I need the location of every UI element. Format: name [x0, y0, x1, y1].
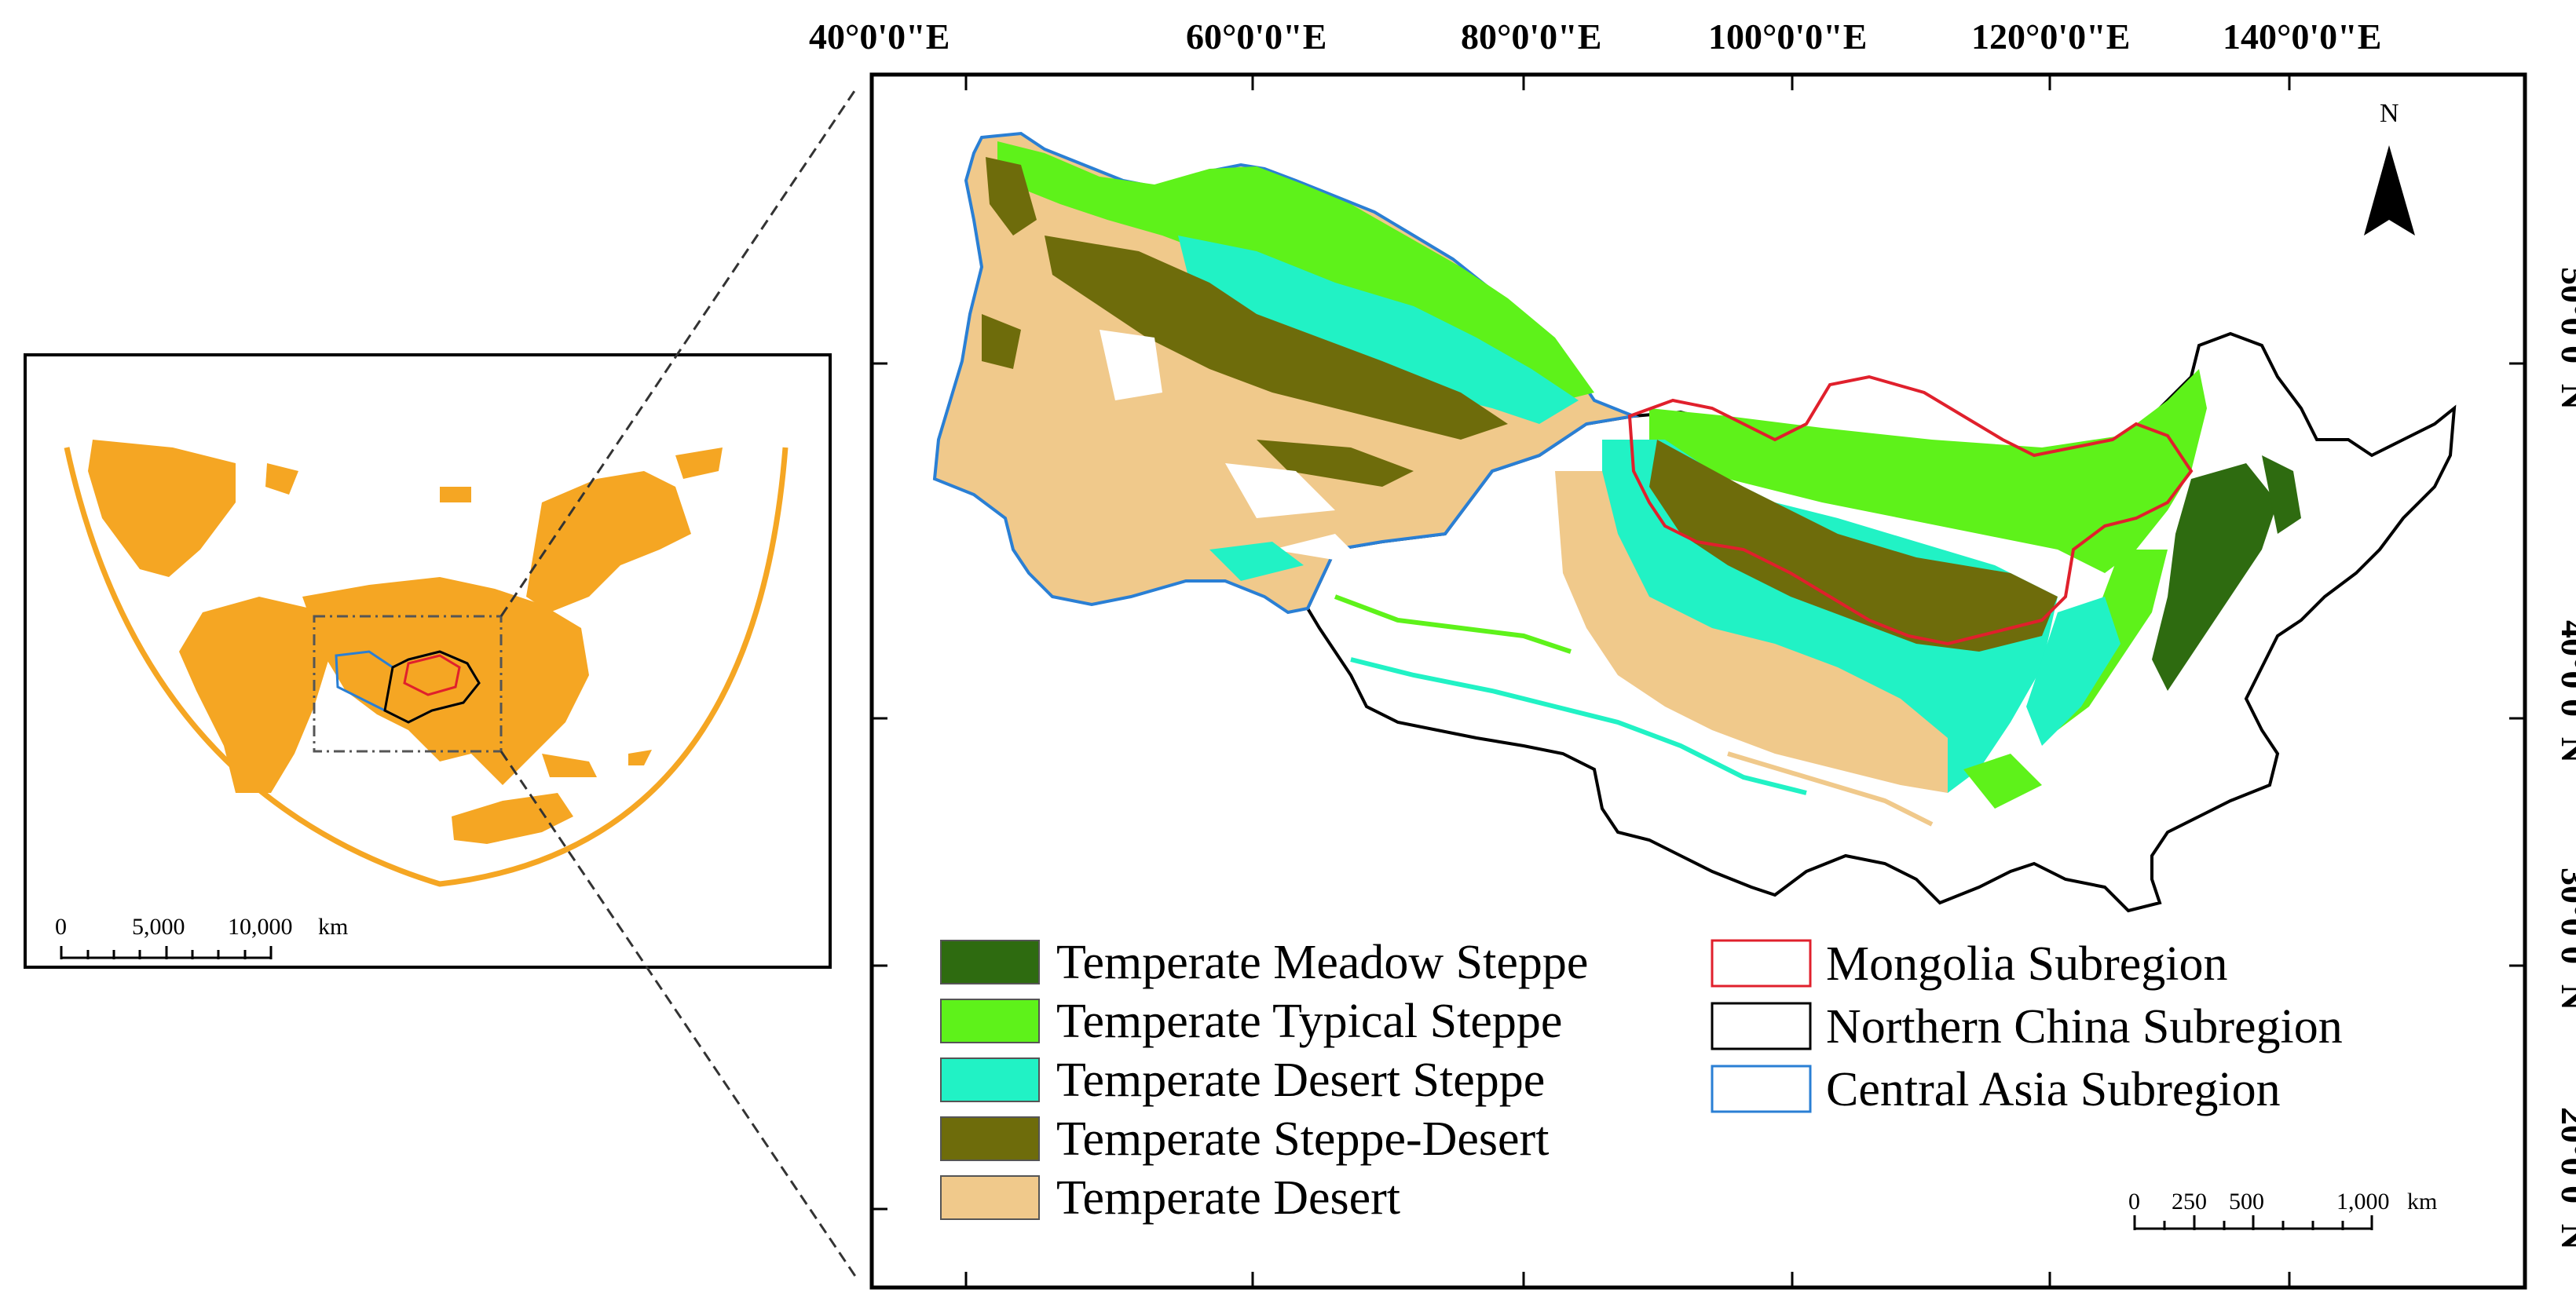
mongolia-subregion-outline [1627, 374, 2194, 646]
legend-swatch-typical-steppe [940, 999, 1040, 1043]
north-arrow-label: N [2380, 99, 2399, 128]
meadow-steppe-area-north-china [2152, 455, 2301, 691]
legend-swatch-mongolia [1711, 939, 1812, 988]
legend-label-desert: Temperate Desert [1056, 1171, 1400, 1225]
inset-scale-label-5000: 5,000 [132, 914, 185, 940]
lat-label-20: 20°0'0"N [2554, 1107, 2576, 1250]
scale-label-1000: 1,000 [2336, 1189, 2390, 1215]
inset-extent-box [313, 615, 503, 753]
lat-label-30: 30°0'0"N [2554, 868, 2576, 1010]
lon-label-120: 120°0'0"E [1971, 16, 2130, 57]
inset-scale-label-0: 0 [55, 914, 67, 940]
inset-scale-unit: km [318, 914, 348, 940]
legend-swatch-meadow-steppe [940, 940, 1040, 984]
steppe-desert-area-north-china [1649, 440, 2058, 652]
desert-steppe-area-central-asia [1178, 236, 1579, 424]
lon-label-140: 140°0'0"E [2223, 16, 2381, 57]
unvegetated-area-central-asia [1100, 330, 1367, 565]
legend-label-steppe-desert: Temperate Steppe-Desert [1056, 1112, 1549, 1166]
legend-label-typical-steppe: Temperate Typical Steppe [1056, 995, 1562, 1048]
main-scale-bar: 0 250 500 1,000 km [2128, 1189, 2437, 1230]
temperate-desert-area-north-china [1555, 471, 1948, 793]
legend-swatch-northern-china [1711, 1002, 1812, 1050]
legend-swatch-desert [940, 1175, 1040, 1220]
lon-label-40: 40°0'0"E [809, 16, 950, 57]
scale-label-0: 0 [2128, 1189, 2140, 1215]
scale-label-250: 250 [2172, 1189, 2207, 1215]
legend-subregions: Mongolia Subregion Northern China Subreg… [1711, 937, 2343, 1116]
legend-label-meadow-steppe: Temperate Meadow Steppe [1056, 936, 1588, 989]
steppe-desert-area-central-asia [982, 157, 1508, 487]
scale-unit: km [2407, 1189, 2437, 1215]
lat-label-50: 50°0'0"N [2554, 267, 2576, 410]
legend-swatch-steppe-desert [940, 1116, 1040, 1161]
zoom-connector-top [499, 86, 859, 617]
zoom-connector-bottom [499, 751, 859, 1280]
legend-label-mongolia: Mongolia Subregion [1826, 937, 2227, 991]
legend-label-northern-china: Northern China Subregion [1826, 1000, 2343, 1054]
legend-label-desert-steppe: Temperate Desert Steppe [1056, 1054, 1545, 1107]
desert-fringe-strips [1334, 594, 1934, 827]
north-arrow: N [2364, 99, 2415, 236]
inset-land [88, 440, 723, 844]
inset-scale-label-10000: 10,000 [228, 914, 293, 940]
lon-label-60: 60°0'0"E [1186, 16, 1326, 57]
legend-vegetation: Temperate Meadow Steppe Temperate Typica… [940, 936, 1588, 1225]
inset-scale-bar: 0 5,000 10,000 km [55, 914, 348, 959]
scale-label-500: 500 [2229, 1189, 2264, 1215]
lon-label-80: 80°0'0"E [1461, 16, 1601, 57]
lat-label-40: 40°0'0"N [2554, 620, 2576, 763]
inset-globe-rim [64, 447, 789, 887]
legend-label-central-asia: Central Asia Subregion [1826, 1063, 2281, 1116]
main-map: 40°0'0"E 60°0'0"E 80°0'0"E 100°0'0"E 120… [809, 16, 2576, 1290]
typical-steppe-area-north-china [1649, 369, 2207, 573]
lon-label-100: 100°0'0"E [1708, 16, 1867, 57]
legend-swatch-desert-steppe [940, 1057, 1040, 1102]
desert-steppe-patches-east [1209, 542, 2120, 746]
inset-map: 0 5,000 10,000 km [24, 353, 832, 969]
legend-swatch-central-asia [1711, 1065, 1812, 1113]
